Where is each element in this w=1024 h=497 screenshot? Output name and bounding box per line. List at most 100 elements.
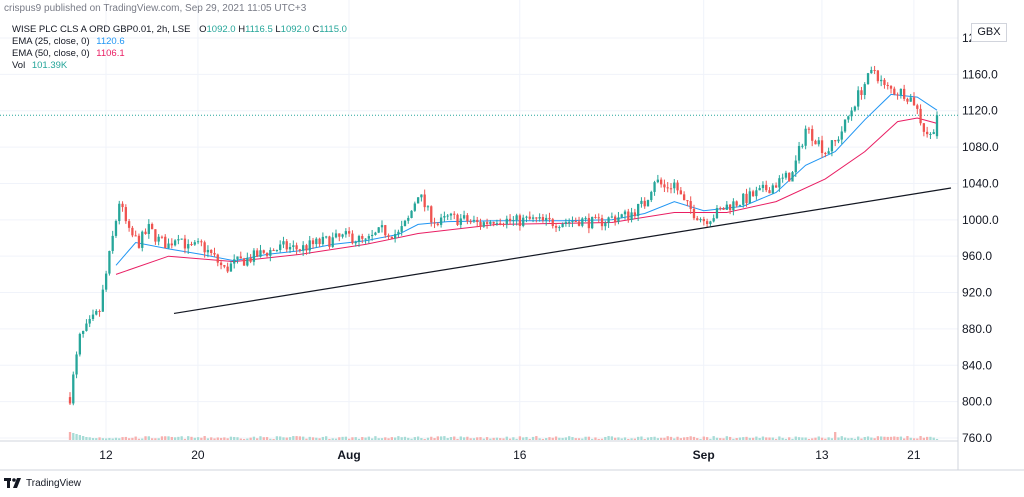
volume-bar bbox=[922, 437, 926, 440]
candle-body bbox=[636, 203, 640, 217]
currency-button[interactable]: GBX bbox=[971, 23, 1007, 42]
volume-bar bbox=[847, 438, 850, 440]
candle-body bbox=[719, 208, 722, 210]
x-tick-label: 16 bbox=[513, 448, 527, 462]
volume-bar bbox=[328, 438, 331, 440]
volume-bar bbox=[886, 436, 889, 440]
candle-body bbox=[85, 323, 88, 331]
candle-body bbox=[919, 108, 922, 124]
candle-body bbox=[476, 219, 479, 223]
candle-body bbox=[761, 184, 765, 189]
candle-body bbox=[196, 241, 200, 243]
volume-bar bbox=[341, 436, 344, 440]
candle-body bbox=[748, 191, 751, 204]
candle-body bbox=[485, 222, 489, 224]
candle-body bbox=[922, 123, 926, 132]
volume-bar bbox=[226, 438, 229, 440]
candle-body bbox=[325, 236, 328, 238]
volume-bar bbox=[275, 436, 279, 440]
volume-bar bbox=[338, 437, 341, 440]
volume-bar bbox=[614, 437, 617, 440]
candle-body bbox=[797, 145, 801, 161]
candle-body bbox=[190, 244, 193, 246]
volume-bar bbox=[416, 436, 420, 440]
trendline bbox=[173, 187, 952, 315]
candle-body bbox=[604, 222, 607, 227]
volume-bar bbox=[499, 438, 502, 440]
candle-body bbox=[857, 90, 860, 107]
ema50-label: EMA (50, close, 0) bbox=[12, 48, 90, 59]
volume-bar bbox=[771, 437, 774, 440]
volume-bar bbox=[748, 437, 751, 440]
volume-bar bbox=[482, 438, 485, 440]
y-tick-label: 1000.0 bbox=[962, 213, 999, 227]
candle-body bbox=[880, 79, 883, 82]
volume-bar bbox=[725, 436, 728, 440]
candle-body bbox=[308, 240, 311, 251]
legend-symbol-row[interactable]: WISE PLC CLS A ORD GBP0.01, 2h, LSE O109… bbox=[12, 24, 347, 36]
volume-bar bbox=[876, 436, 880, 440]
volume-bar bbox=[880, 436, 883, 440]
legend-ema25-row[interactable]: EMA (25, close, 0) 1120.6 bbox=[12, 36, 347, 48]
candle-body bbox=[499, 223, 502, 225]
volume-bar bbox=[216, 437, 219, 440]
legend-ema50-row[interactable]: EMA (50, close, 0) 1106.1 bbox=[12, 48, 347, 60]
candle-body bbox=[147, 224, 150, 235]
volume-bar bbox=[554, 436, 558, 440]
volume-bar bbox=[459, 436, 462, 440]
volume-bar bbox=[893, 436, 896, 440]
candle-body bbox=[164, 236, 167, 249]
candle-body bbox=[577, 221, 581, 226]
candle-body bbox=[535, 217, 538, 219]
close-label: C bbox=[312, 24, 320, 35]
candle-body bbox=[847, 116, 850, 120]
volume-bar bbox=[203, 436, 206, 440]
volume-bar bbox=[577, 438, 581, 440]
volume-bar bbox=[131, 437, 134, 440]
volume-bar bbox=[285, 437, 288, 440]
candle-body bbox=[390, 236, 393, 239]
volume-bar bbox=[623, 437, 627, 440]
volume-bar bbox=[515, 438, 518, 440]
volume-bar bbox=[413, 437, 416, 440]
tradingview-logo[interactable]: TradingView bbox=[4, 478, 81, 489]
candle-body bbox=[712, 218, 715, 222]
candle-body bbox=[157, 236, 160, 242]
volume-bar bbox=[909, 437, 912, 440]
legend-vol-row[interactable]: Vol 101.39K bbox=[12, 60, 347, 72]
candle-body bbox=[925, 131, 929, 135]
candle-body bbox=[377, 227, 380, 233]
volume-bar bbox=[393, 437, 397, 440]
candle-body bbox=[630, 212, 633, 220]
candle-body bbox=[101, 289, 104, 312]
volume-bar bbox=[870, 437, 873, 440]
candle-body bbox=[334, 233, 338, 238]
candle-body bbox=[364, 238, 367, 240]
candle-body bbox=[873, 70, 876, 72]
candle-body bbox=[354, 241, 357, 244]
candle-body bbox=[679, 190, 682, 195]
volume-bar bbox=[794, 436, 797, 440]
candle-body bbox=[367, 236, 371, 239]
candle-body bbox=[256, 250, 259, 257]
volume-bar bbox=[479, 437, 482, 440]
volume-bar bbox=[689, 436, 692, 440]
volume-bar bbox=[903, 438, 906, 440]
volume-bar bbox=[788, 437, 791, 440]
ema25-line bbox=[115, 93, 938, 266]
volume-bar bbox=[279, 436, 282, 440]
volume-bar bbox=[170, 436, 173, 440]
candle-body bbox=[554, 226, 558, 228]
candle-body bbox=[305, 245, 308, 251]
candle-body bbox=[233, 259, 236, 264]
volume-bar bbox=[357, 438, 361, 440]
candle-body bbox=[370, 234, 374, 237]
candle-body bbox=[170, 243, 173, 246]
candle-body bbox=[732, 201, 735, 211]
volume-bar bbox=[298, 436, 302, 440]
volume-bar bbox=[495, 437, 499, 440]
volume-bar bbox=[453, 436, 456, 440]
volume-bar bbox=[206, 438, 210, 440]
candle-body bbox=[213, 252, 216, 255]
